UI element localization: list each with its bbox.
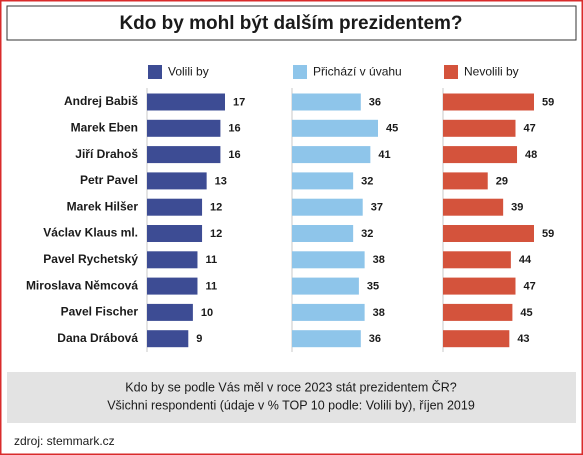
note-line: Všichni respondenti (údaje v % TOP 10 po… [107,398,475,412]
legend-swatch [293,65,307,79]
value-label: 35 [367,281,379,293]
bar [443,198,504,216]
bar [443,277,516,295]
legend-label: Nevolili by [464,65,519,79]
value-label: 16 [228,149,240,161]
bar [147,146,221,164]
bar [292,146,371,164]
legend-label: Přichází v úvahu [313,65,402,79]
bar [147,303,193,321]
value-label: 59 [542,96,554,108]
bar [147,119,221,137]
value-label: 11 [205,254,217,266]
category-label: Pavel Rychetský [43,252,138,266]
bar [443,119,516,137]
value-label: 47 [523,123,535,135]
note-box [7,372,576,423]
category-label: Václav Klaus ml. [43,226,138,240]
bar [443,172,488,190]
bar [443,93,534,111]
value-label: 38 [373,307,385,319]
source: zdroj: stemmark.cz [14,434,115,448]
bar [147,198,203,216]
value-label: 48 [525,149,537,161]
value-label: 12 [210,202,222,214]
bar [292,277,359,295]
value-label: 38 [373,254,385,266]
bar [147,330,189,348]
category-label: Andrej Babiš [64,94,138,108]
legend-swatch [444,65,458,79]
value-label: 12 [210,228,222,240]
legend-label: Volili by [168,65,209,79]
value-label: 36 [369,333,381,345]
bar [443,330,510,348]
bar [292,225,354,242]
value-label: 13 [215,175,227,187]
chart-title: Kdo by mohl být dalším prezidentem? [119,13,462,34]
value-label: 32 [361,175,373,187]
category-label: Marek Hilšer [67,199,139,213]
bar [292,172,354,190]
bar [292,93,361,111]
bar [147,172,207,190]
category-label: Jiří Drahoš [75,147,138,161]
value-label: 45 [386,123,398,135]
bar [147,225,203,242]
bar [292,303,365,321]
category-label: Marek Eben [71,120,138,134]
value-label: 32 [361,228,373,240]
category-label: Petr Pavel [80,173,138,187]
value-label: 29 [496,175,508,187]
note-line: Kdo by se podle Vás měl v roce 2023 stát… [125,379,456,394]
category-label: Miroslava Němcová [26,278,138,292]
value-label: 41 [378,149,390,161]
bar [147,277,198,295]
category-label: Dana Drábová [57,331,138,345]
value-label: 17 [233,96,245,108]
value-label: 39 [511,202,523,214]
value-label: 44 [519,254,532,266]
bar [292,251,365,269]
bar [443,146,518,164]
bar [147,251,198,269]
value-label: 9 [196,333,202,345]
bar [292,119,378,137]
title-box [6,5,577,41]
legend-swatch [148,65,162,79]
value-label: 43 [517,333,529,345]
value-label: 45 [520,307,532,319]
value-label: 16 [228,123,240,135]
value-label: 11 [205,281,217,293]
bar [443,303,513,321]
bar [147,93,225,111]
bar [443,251,511,269]
value-label: 59 [542,228,554,240]
bar [443,225,534,242]
value-label: 47 [523,281,535,293]
value-label: 36 [369,96,381,108]
category-label: Pavel Fischer [61,305,139,319]
bar [292,330,361,348]
value-label: 10 [201,307,213,319]
bar [292,198,363,216]
value-label: 37 [371,202,383,214]
